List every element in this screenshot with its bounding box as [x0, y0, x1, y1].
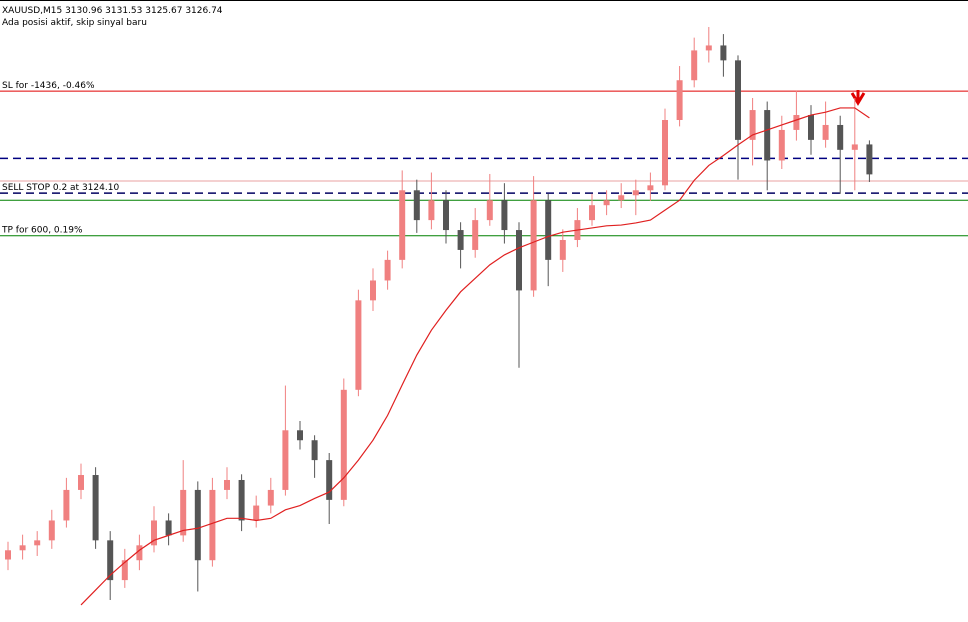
candle-body	[121, 560, 128, 581]
status-text: Ada posisi aktif, skip sinyal baru	[2, 18, 147, 28]
level-label: SL for -1436, -0.46%	[2, 81, 95, 91]
candle-body	[151, 520, 157, 546]
candle-body	[822, 124, 829, 140]
candle-body	[78, 475, 84, 490]
candle-body	[48, 520, 55, 541]
candle-body	[632, 190, 639, 196]
candle-body	[676, 80, 683, 120]
candle-body	[691, 50, 698, 81]
candle-body	[92, 475, 99, 541]
candle-body	[647, 185, 654, 191]
level-label: SELL STOP 0.2 at 3124.10	[2, 183, 119, 193]
candle-body	[370, 280, 376, 301]
candle-body	[326, 460, 333, 500]
candle-body	[603, 200, 610, 206]
candle-body	[165, 520, 172, 536]
candle-body	[180, 489, 187, 536]
candle-body	[428, 200, 435, 221]
candle-body	[720, 45, 727, 61]
candle-body	[297, 430, 303, 441]
candle-body	[501, 200, 508, 231]
candle-body	[107, 540, 114, 581]
candle-body	[340, 389, 347, 500]
candle-body	[136, 545, 143, 561]
candle-body	[545, 200, 552, 260]
candle-body	[384, 259, 391, 281]
moving-average	[80, 107, 870, 606]
candle-body	[209, 489, 216, 561]
candle-body	[63, 489, 70, 521]
candle-body	[311, 440, 318, 461]
candle-body	[808, 115, 814, 140]
candle-body	[194, 489, 201, 561]
candle-body	[851, 144, 858, 150]
signal-arrow	[850, 90, 866, 106]
candle-body	[355, 300, 362, 390]
candle-body	[5, 550, 11, 560]
candle-body	[457, 230, 464, 250]
level-label: TP for 600, 0.19%	[1, 226, 83, 236]
candle-body	[778, 129, 785, 161]
candle-body	[267, 489, 274, 506]
candle-body	[224, 479, 230, 490]
candle-body	[589, 205, 595, 221]
candle-body	[530, 200, 537, 291]
candle-body	[662, 119, 668, 186]
candle-body	[516, 230, 522, 291]
candle-body	[764, 110, 771, 161]
candle-body	[413, 190, 420, 221]
candle-body	[559, 239, 566, 260]
candle-body	[472, 220, 479, 250]
candle-body	[238, 479, 245, 521]
candle-body	[19, 545, 26, 551]
candle-body	[443, 200, 449, 231]
candle-body	[749, 110, 756, 140]
candle-body	[866, 144, 873, 175]
candle-body	[793, 115, 800, 130]
candle-body	[34, 540, 41, 546]
candle-body	[486, 200, 493, 221]
candle-body	[735, 60, 741, 140]
candle-body	[618, 195, 625, 201]
candle-body	[253, 505, 260, 521]
candle-body	[282, 430, 289, 490]
candle-body	[399, 190, 406, 260]
candle-body	[705, 45, 712, 51]
candle-body	[837, 124, 844, 150]
chart-title: XAUUSD,M15 3130.96 3131.53 3125.67 3126.…	[2, 6, 223, 16]
